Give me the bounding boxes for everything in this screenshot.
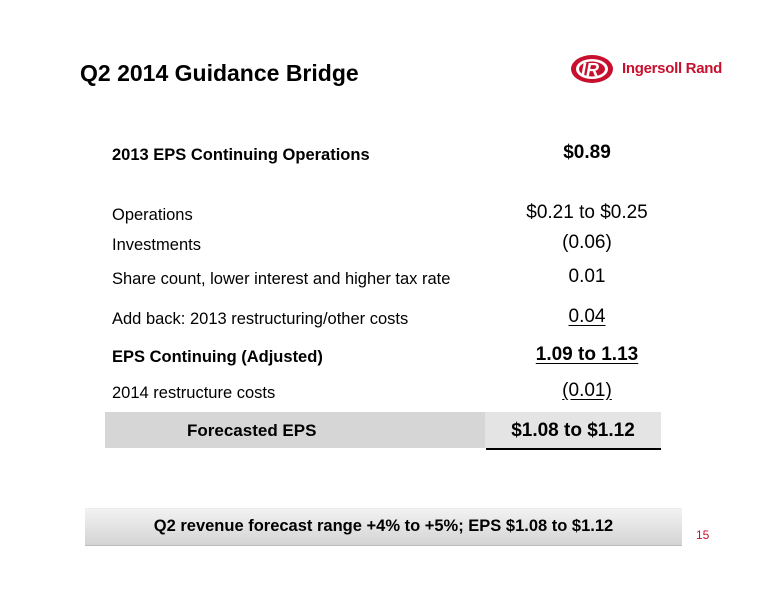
forecast-row: Forecasted EPS $1.08 to $1.12	[105, 412, 661, 448]
row-value: $0.89	[563, 142, 611, 163]
row-label: Share count, lower interest and higher t…	[112, 270, 451, 288]
table-row: Investments (0.06)	[112, 230, 672, 260]
row-value: (0.06)	[562, 232, 612, 253]
row-label: Operations	[112, 206, 193, 224]
row-value: 0.04	[568, 306, 606, 327]
row-value: $0.21 to $0.25	[526, 202, 648, 223]
row-label: EPS Continuing (Adjusted)	[112, 348, 323, 366]
row-value: 1.09 to 1.13	[535, 344, 639, 365]
table-row: Share count, lower interest and higher t…	[112, 264, 672, 294]
row-value: (0.01)	[562, 380, 612, 401]
ingersoll-rand-logo-icon: IR	[571, 55, 613, 83]
row-label: 2014 restructure costs	[112, 384, 276, 402]
row-label: Investments	[112, 236, 201, 254]
row-label: 2013 EPS Continuing Operations	[112, 146, 370, 164]
table-row: Add back: 2013 restructuring/other costs…	[112, 304, 672, 334]
table-row: 2014 restructure costs (0.01)	[112, 378, 672, 408]
table-row: EPS Continuing (Adjusted) 1.09 to 1.13	[112, 342, 672, 372]
table-row: 2013 EPS Continuing Operations $0.89	[112, 140, 672, 170]
forecast-value-cell: $1.08 to $1.12	[485, 412, 661, 448]
svg-text:IR: IR	[581, 60, 599, 80]
row-label: Add back: 2013 restructuring/other costs	[112, 310, 409, 328]
forecast-value: $1.08 to $1.12	[511, 420, 635, 441]
divider	[486, 448, 661, 450]
table-row: Operations $0.21 to $0.25	[112, 200, 672, 230]
page-title: Q2 2014 Guidance Bridge	[80, 60, 359, 86]
forecast-label: Forecasted EPS	[187, 421, 317, 440]
page-number: 15	[696, 528, 710, 542]
logo-text: Ingersoll Rand	[622, 60, 722, 77]
row-value: 0.01	[568, 266, 606, 287]
summary-banner: Q2 revenue forecast range +4% to +5%; EP…	[85, 508, 682, 546]
banner-text: Q2 revenue forecast range +4% to +5%; EP…	[153, 517, 614, 535]
